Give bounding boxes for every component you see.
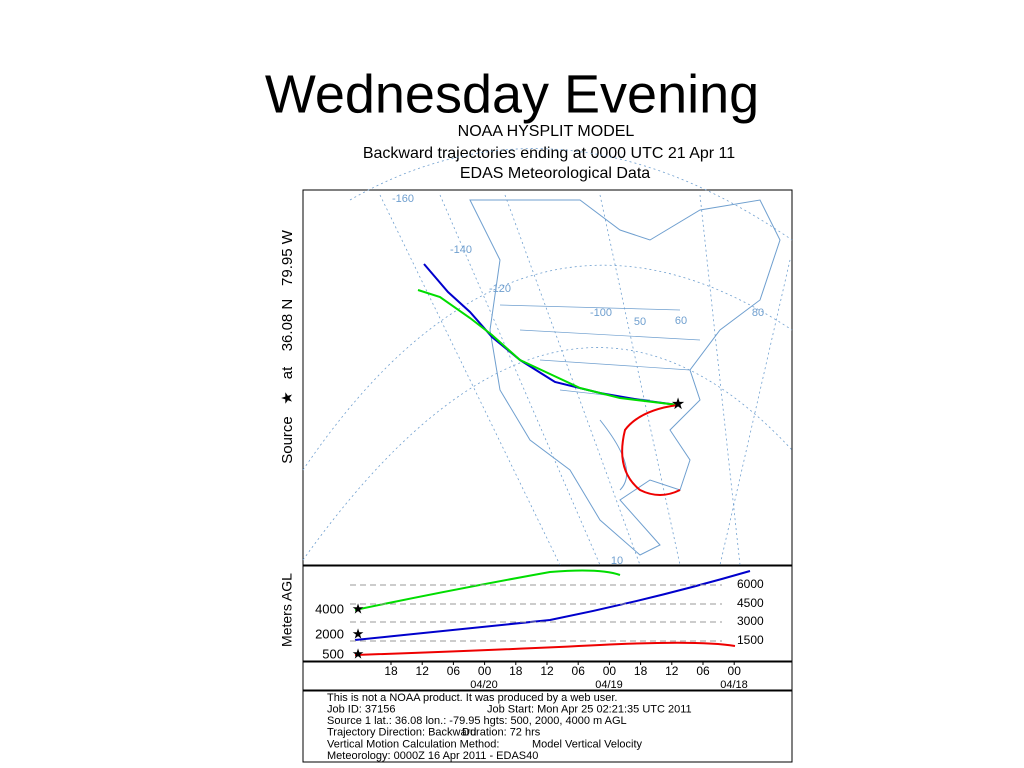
footer-text: Trajectory Direction: Backward <box>327 727 476 739</box>
height-tick-label: 4500 <box>737 596 764 610</box>
side-label: ★ <box>279 391 296 404</box>
start-height-label: 500 <box>322 646 344 661</box>
date-label: 04/18 <box>720 679 748 691</box>
footer-text: Job Start: Mon Apr 25 02:21:35 UTC 2011 <box>487 704 692 716</box>
footer-frame <box>302 690 793 763</box>
height-line-4000 <box>354 569 621 611</box>
time-tick-label: 00 <box>728 664 742 678</box>
time-tick-label: 06 <box>572 664 586 678</box>
height-axis-label: Meters AGL <box>279 573 295 647</box>
time-tick-label: 18 <box>634 664 648 678</box>
start-height-label: 2000 <box>315 626 344 641</box>
header-line: NOAA HYSPLIT MODEL <box>458 123 635 140</box>
start-star: ★ <box>352 601 365 617</box>
time-tick-label: 12 <box>540 664 554 678</box>
trajectory-500 <box>621 404 681 496</box>
time-tick-label: 06 <box>447 664 461 678</box>
map-label: 80 <box>752 307 764 319</box>
date-label: 04/20 <box>470 679 498 691</box>
time-tick-label: 00 <box>603 664 617 678</box>
coastline <box>469 199 781 556</box>
map-graticule <box>302 148 793 566</box>
map-label: 50 <box>634 316 646 328</box>
footer-text: Source 1 lat.: 36.08 lon.: -79.95 hgts: … <box>327 715 627 727</box>
slide-title: Wednesday Evening <box>265 64 759 124</box>
map-label: -160 <box>392 193 414 205</box>
side-label: 36.08 N <box>279 299 296 352</box>
source-star: ★ <box>671 396 685 413</box>
start-height-label: 4000 <box>315 601 344 616</box>
footer-text: Vertical Motion Calculation Method: <box>327 738 499 750</box>
start-star: ★ <box>352 646 365 662</box>
height-line-2000 <box>354 570 751 641</box>
time-tick-label: 06 <box>696 664 710 678</box>
map-label: -120 <box>489 283 511 295</box>
footer-text: Model Vertical Velocity <box>532 738 643 750</box>
footer-text: Meteorology: 0000Z 16 Apr 2011 - EDAS40 <box>327 750 538 762</box>
side-label: 79.95 W <box>279 229 296 286</box>
time-tick-label: 12 <box>665 664 679 678</box>
height-tick-label: 6000 <box>737 577 764 591</box>
footer-text: This is not a NOAA product. It was produ… <box>327 692 617 704</box>
trajectory-2000 <box>417 289 679 406</box>
map-label: -100 <box>590 307 612 319</box>
footer-text: Duration: 72 hrs <box>462 727 541 739</box>
map-label: -140 <box>450 244 472 256</box>
start-star: ★ <box>352 626 365 642</box>
time-tick-label: 00 <box>478 664 492 678</box>
map-label: 60 <box>675 315 687 327</box>
borders <box>499 304 701 401</box>
side-label: Source <box>279 416 296 464</box>
time-tick-label: 12 <box>416 664 430 678</box>
map-label: 10 <box>611 555 623 567</box>
time-tick-label: 18 <box>384 664 398 678</box>
header-line: Backward trajectories ending at 0000 UTC… <box>363 145 735 162</box>
side-label: at <box>279 366 296 379</box>
footer-text: Job ID: 37156 <box>327 704 396 716</box>
header-line: EDAS Meteorological Data <box>460 165 650 182</box>
date-label: 04/19 <box>595 679 623 691</box>
height-line-500 <box>354 641 736 656</box>
time-frame <box>302 661 793 691</box>
height-tick-label: 3000 <box>737 614 764 628</box>
height-tick-label: 1500 <box>737 633 764 647</box>
time-tick-label: 18 <box>509 664 523 678</box>
